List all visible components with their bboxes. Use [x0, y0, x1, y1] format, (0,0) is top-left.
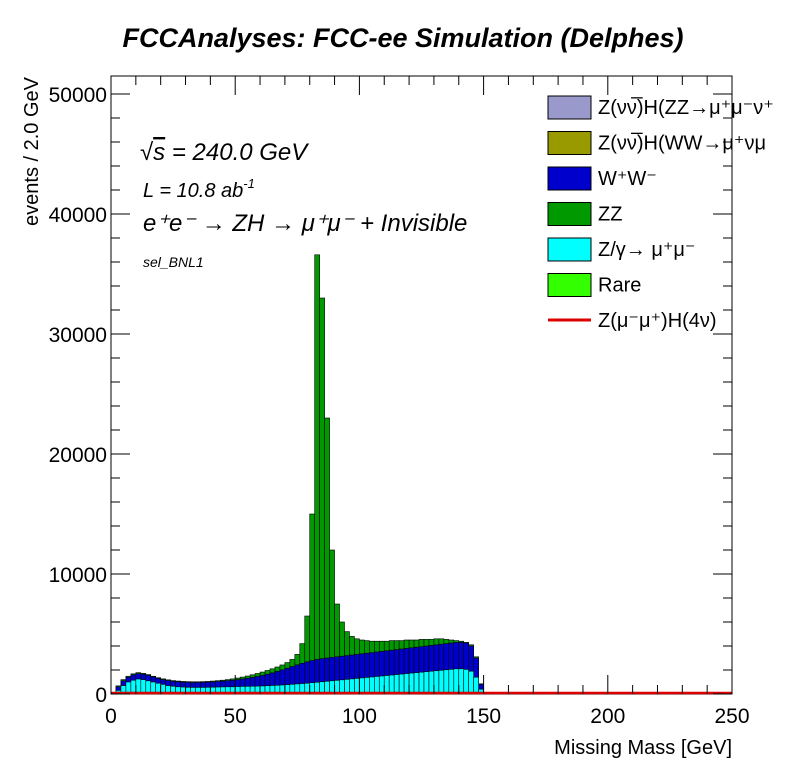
bar: [443, 669, 450, 695]
bar: [413, 672, 420, 695]
legend-item: Z(νν̅)H(WW→μ⁺νμ: [547, 131, 766, 155]
bar: [433, 670, 440, 695]
bar: [354, 678, 360, 695]
sqrt-s-var: s: [153, 139, 165, 166]
bar: [349, 678, 355, 695]
legend-swatch: [547, 95, 592, 120]
bar: [319, 297, 325, 695]
y-tick-label: 0: [95, 684, 107, 707]
legend-label: Z(νν̅)H(ZZ→μ⁺μ⁻ν⁺: [598, 96, 774, 119]
legend-swatch: [547, 166, 592, 191]
bar: [408, 672, 415, 695]
legend-item: ZZ: [547, 202, 622, 226]
bar: [453, 668, 460, 695]
bar: [314, 254, 320, 695]
x-tick-label: 150: [466, 705, 501, 728]
series-3: [110, 254, 484, 695]
bar: [369, 676, 375, 695]
x-tick-label: 50: [224, 705, 247, 728]
chart-title: FCCAnalyses: FCC-ee Simulation (Delphes): [122, 23, 683, 53]
bar: [398, 673, 405, 695]
x-axis-label: Missing Mass [GeV]: [554, 737, 732, 759]
legend-label: ZZ: [598, 204, 622, 226]
annotations: √s = 240.0 GeV L = 10.8 ab-1 e⁺e⁻ → ZH →…: [140, 139, 467, 270]
luminosity-annotation: L = 10.8 ab-1: [143, 176, 255, 202]
legend-item: Rare: [547, 273, 641, 297]
bar: [324, 417, 330, 695]
legend-swatch: [547, 202, 592, 226]
x-tick-label: 200: [590, 705, 625, 728]
y-tick-label: 30000: [49, 324, 107, 347]
sqrt-s-annotation: √s = 240.0 GeV: [140, 139, 309, 166]
legend-label: Rare: [598, 275, 641, 297]
bar: [458, 668, 465, 695]
bar: [373, 676, 380, 695]
x-tick-label: 0: [105, 705, 117, 728]
legend-item: W⁺W⁻: [547, 166, 657, 191]
legend-swatch: [547, 131, 592, 155]
bar: [359, 677, 365, 695]
legend-label: Z/γ→ μ⁺μ⁻: [598, 239, 696, 261]
histogram-stack: [110, 254, 732, 695]
bar: [403, 673, 410, 695]
legend-item: Z(μ⁻μ⁺)H(4ν): [548, 310, 717, 332]
bar: [364, 677, 370, 695]
legend-label: W⁺W⁻: [598, 168, 657, 190]
bar: [388, 674, 395, 695]
y-tick-label: 20000: [49, 444, 107, 467]
bar: [378, 675, 385, 695]
y-tick-label: 10000: [49, 564, 107, 587]
axis-ticks: 0 50 100 150 200 250 0 10000 20000 30000 40000 5000…: [49, 76, 750, 728]
bar: [423, 671, 430, 695]
bar: [473, 676, 479, 695]
bar: [448, 668, 455, 695]
lumi-text: L = 10.8 ab: [143, 180, 243, 202]
legend: Z(νν̅)H(ZZ→μ⁺μ⁻ν⁺ Z(νν̅)H(WW→μ⁺νμ W⁺W⁻ ZZ Z/…: [547, 95, 774, 332]
selection-annotation: sel_BNL1: [143, 254, 204, 270]
y-tick-label: 50000: [49, 84, 107, 107]
legend-item: Z/γ→ μ⁺μ⁻: [547, 237, 696, 262]
x-tick-label: 250: [714, 705, 749, 728]
sqrt-s-rest: = 240.0 GeV: [165, 139, 309, 166]
bar: [438, 669, 445, 695]
sqrt-symbol: √: [140, 139, 154, 166]
bar: [463, 669, 470, 695]
lumi-exponent: -1: [243, 176, 255, 191]
x-tick-label: 100: [342, 705, 377, 728]
bar: [418, 671, 425, 695]
legend-label: Z(νν̅)H(WW→μ⁺νμ: [598, 132, 766, 155]
legend-swatch: [547, 273, 592, 297]
bar: [383, 675, 390, 695]
bar: [428, 670, 435, 695]
y-tick-label: 40000: [49, 204, 107, 227]
y-axis-label: events / 2.0 GeV: [21, 76, 43, 226]
process-annotation: e⁺e⁻ → ZH → μ⁺μ⁻ + Invisible: [143, 210, 467, 237]
legend-label: Z(μ⁻μ⁺)H(4ν): [598, 310, 717, 332]
legend-swatch: [547, 237, 592, 262]
bar: [468, 670, 474, 695]
bar: [393, 674, 400, 695]
legend-item: Z(νν̅)H(ZZ→μ⁺μ⁻ν⁺: [547, 95, 774, 120]
